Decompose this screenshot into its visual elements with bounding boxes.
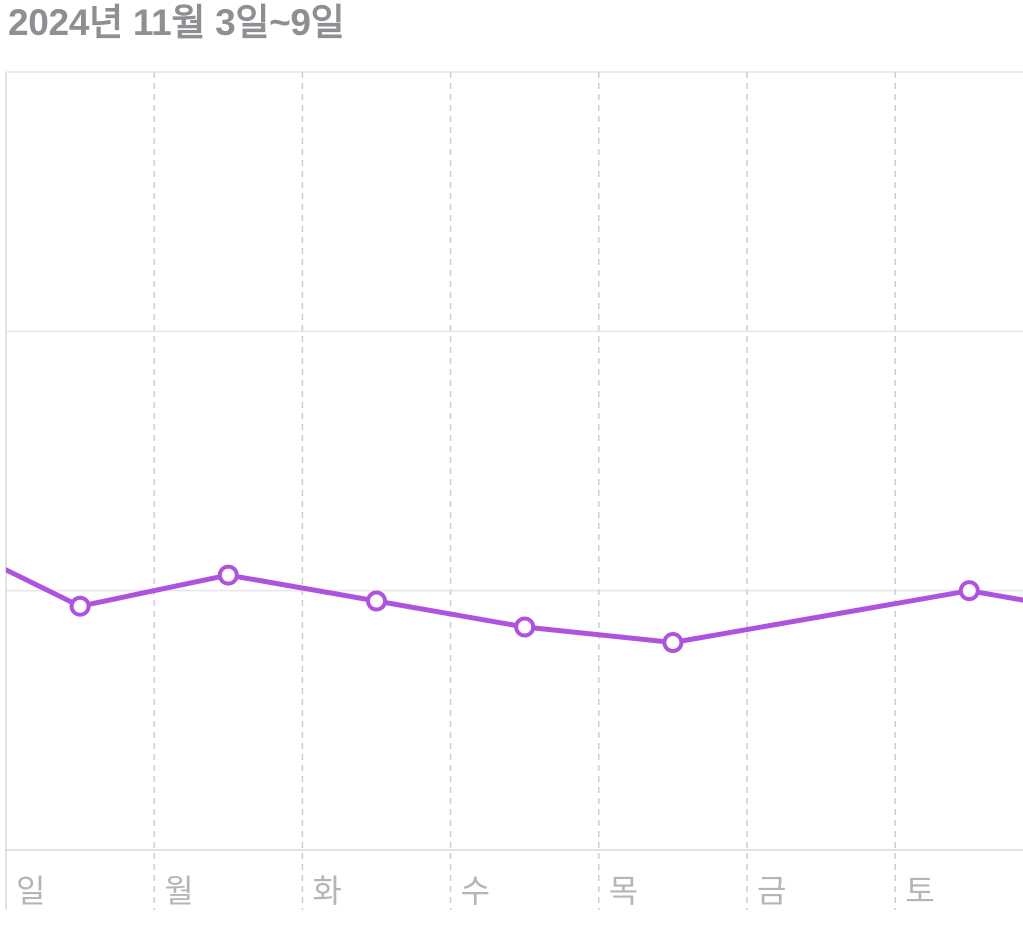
series-line [6, 567, 1023, 645]
x-tick-label: 금 [757, 873, 786, 909]
data-point [217, 564, 239, 586]
chart-title: 2024년 11월 3일~9일 [8, 2, 345, 43]
x-tick-label: 일 [16, 873, 45, 909]
x-tick-label: 목 [609, 873, 638, 909]
chart-grid [5, 71, 1023, 910]
x-tick-label: 수 [461, 873, 490, 909]
x-tick-label: 월 [164, 873, 193, 909]
data-point [514, 616, 536, 638]
x-tick-label: 토 [905, 873, 934, 909]
data-point [662, 632, 684, 654]
x-tick-label: 화 [312, 873, 341, 909]
series-line-group [6, 567, 1023, 645]
data-points [69, 564, 980, 654]
data-point [366, 590, 387, 612]
data-point [958, 580, 980, 602]
data-point [69, 595, 91, 617]
